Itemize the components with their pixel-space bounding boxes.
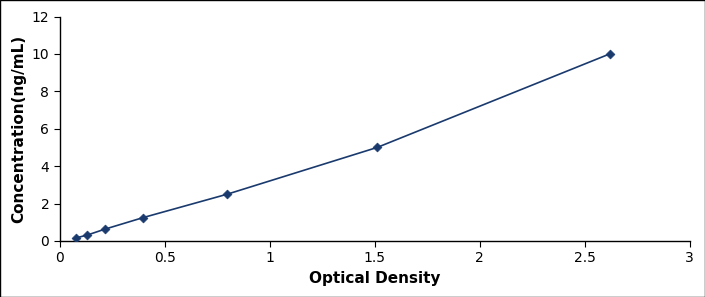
Point (221, 192, 233, 197)
Point (137, 215, 149, 220)
Point (99, 227, 110, 232)
Point (604, 52, 615, 56)
X-axis label: Optical Density: Optical Density (309, 271, 441, 286)
Point (372, 145, 383, 150)
Point (70, 236, 81, 240)
Y-axis label: Concentration(ng/mL): Concentration(ng/mL) (11, 35, 26, 223)
Point (82, 233, 93, 237)
